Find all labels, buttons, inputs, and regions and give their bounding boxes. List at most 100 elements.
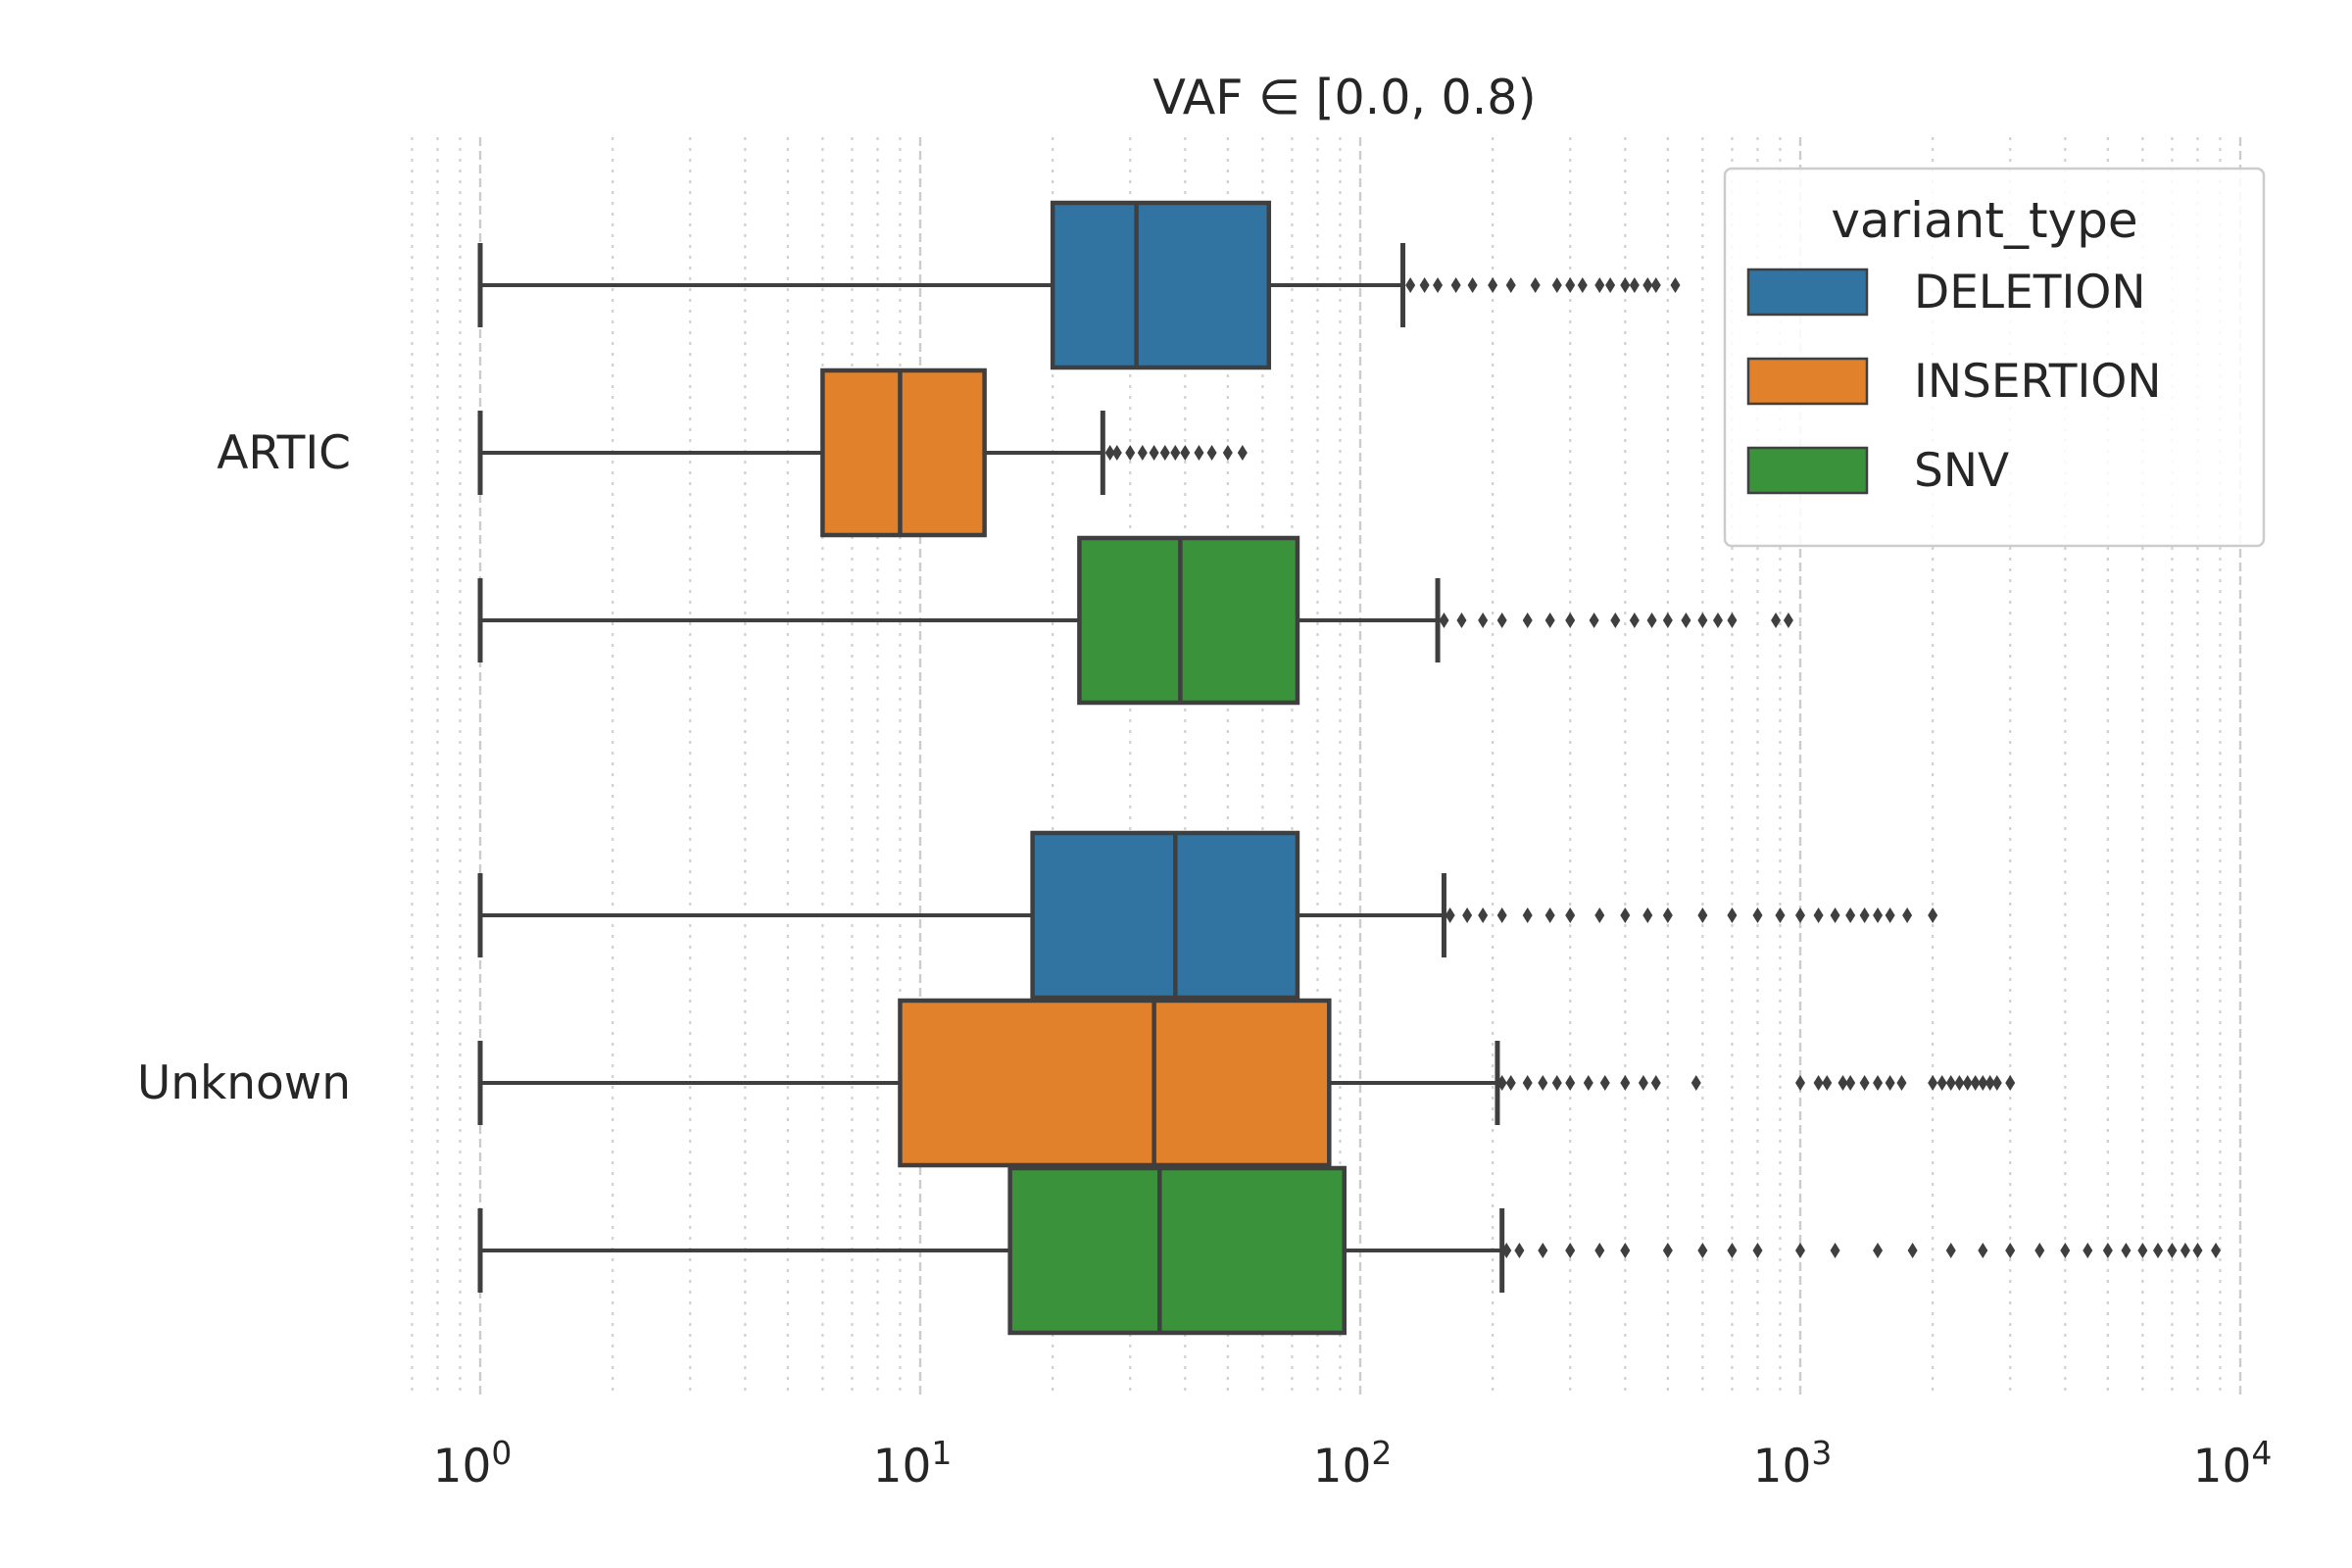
outlier-point	[1859, 907, 1870, 923]
outlier-point	[2192, 1243, 2203, 1258]
outlier-point	[1496, 907, 1507, 923]
legend-label: INSERTION	[1914, 355, 2162, 409]
outlier-point	[1462, 907, 1473, 923]
category-label: ARTIC	[217, 426, 351, 480]
outlier-point	[1538, 1243, 1548, 1258]
outlier-point	[1594, 907, 1605, 923]
outlier-point	[1970, 1075, 1981, 1091]
outlier-point	[1610, 612, 1621, 628]
outlier-point	[2005, 1243, 2016, 1258]
outlier-point	[1771, 612, 1782, 628]
outlier-point	[1752, 1243, 1763, 1258]
legend-label: SNV	[1914, 444, 2009, 498]
outlier-point	[1662, 907, 1673, 923]
outlier-point	[1577, 277, 1588, 293]
outlier-point	[2137, 1243, 2148, 1258]
chart-title: VAF ∈ [0.0, 0.8)	[1152, 70, 1536, 125]
outlier-point	[1629, 612, 1640, 628]
outlier-point	[1813, 907, 1824, 923]
outlier-point	[1599, 1075, 1610, 1091]
outlier-point	[1838, 1075, 1848, 1091]
outlier-point	[1450, 277, 1461, 293]
legend-title: variant_type	[1831, 192, 2137, 249]
outlier-point	[1433, 277, 1444, 293]
outlier-point	[1125, 445, 1136, 461]
outlier-point	[1978, 1243, 1988, 1258]
outlier-point	[1954, 1075, 1965, 1091]
box-iqr	[898, 998, 1332, 1168]
outlier-point	[1638, 1075, 1648, 1091]
outlier-point	[1237, 445, 1248, 461]
outlier-point	[1137, 445, 1148, 461]
outlier-point	[1795, 1075, 1805, 1091]
outlier-point	[1620, 1243, 1631, 1258]
outlier-point	[1681, 612, 1691, 628]
outlier-point	[1159, 445, 1170, 461]
box-insertion-unknown	[477, 998, 2016, 1168]
outlier-point	[1629, 277, 1640, 293]
outlier-point	[2102, 1243, 2113, 1258]
outlier-point	[1885, 907, 1895, 923]
outlier-point	[1222, 445, 1233, 461]
outlier-point	[1795, 1243, 1805, 1258]
outlier-point	[2034, 1243, 2045, 1258]
outlier-point	[1206, 445, 1217, 461]
box-iqr	[1030, 830, 1300, 1001]
outlier-point	[1530, 277, 1541, 293]
outlier-point	[1522, 612, 1533, 628]
outlier-point	[1813, 1075, 1824, 1091]
outlier-point	[2211, 1243, 2222, 1258]
outlier-point	[2005, 1075, 2016, 1091]
outlier-point	[1845, 1075, 1856, 1091]
outlier-point	[1565, 612, 1576, 628]
outlier-point	[1945, 1075, 1956, 1091]
outlier-point	[1439, 612, 1449, 628]
outlier-point	[1505, 1075, 1516, 1091]
outlier-point	[1795, 907, 1805, 923]
outlier-point	[1522, 907, 1533, 923]
legend-swatch	[1746, 357, 1869, 406]
outlier-point	[1662, 612, 1673, 628]
outlier-point	[1845, 907, 1856, 923]
outlier-point	[1589, 612, 1599, 628]
box-iqr	[1077, 535, 1300, 706]
outlier-point	[1620, 277, 1631, 293]
outlier-point	[1670, 277, 1681, 293]
outlier-point	[1488, 277, 1498, 293]
outlier-point	[1620, 907, 1631, 923]
outlier-point	[1859, 1075, 1870, 1091]
x-tick-label: 100	[433, 1434, 513, 1494]
outlier-point	[1104, 445, 1115, 461]
outlier-point	[2180, 1243, 2190, 1258]
outlier-point	[1620, 1075, 1631, 1091]
box-series	[477, 200, 2222, 1336]
outlier-point	[1697, 612, 1708, 628]
legend-swatch	[1746, 268, 1869, 317]
outlier-point	[1496, 1075, 1507, 1091]
outlier-point	[1902, 907, 1913, 923]
outlier-point	[1662, 1243, 1673, 1258]
x-tick-label: 102	[1313, 1434, 1393, 1494]
outlier-point	[1646, 612, 1657, 628]
outlier-point	[1194, 445, 1204, 461]
outlier-point	[1496, 612, 1507, 628]
outlier-point	[1170, 445, 1181, 461]
box-deletion-artic	[477, 200, 1681, 370]
outlier-point	[1945, 1243, 1956, 1258]
outlier-point	[1907, 1243, 1918, 1258]
outlier-point	[1605, 277, 1616, 293]
outlier-point	[1650, 1075, 1661, 1091]
box-snv-unknown	[477, 1165, 2222, 1336]
box-iqr	[1007, 1165, 1347, 1336]
outlier-point	[1501, 1243, 1512, 1258]
outlier-point	[1928, 907, 1938, 923]
box-iqr	[1050, 200, 1272, 370]
outlier-point	[2152, 1243, 2163, 1258]
outlier-point	[1873, 1243, 1884, 1258]
axes: VAF ∈ [0.0, 0.8) ARTIC Unknown 100 101 102 10…	[137, 70, 2273, 1494]
x-tick-label: 103	[1753, 1434, 1833, 1494]
outlier-point	[1991, 1075, 2002, 1091]
outlier-point	[1565, 1243, 1576, 1258]
outlier-point	[1565, 1075, 1576, 1091]
legend-swatch	[1746, 446, 1869, 495]
